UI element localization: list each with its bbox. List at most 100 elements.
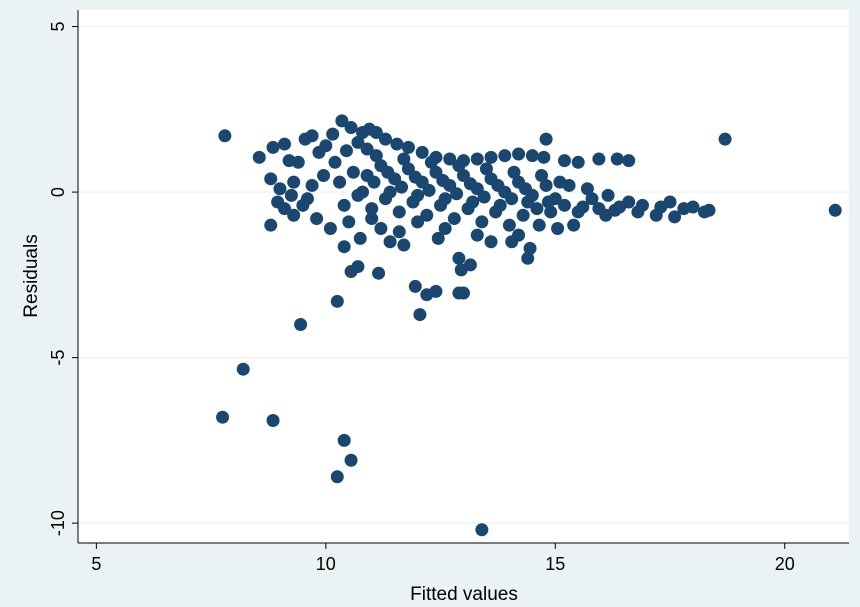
data-point bbox=[475, 523, 489, 537]
data-point bbox=[635, 198, 649, 212]
data-point bbox=[378, 132, 392, 146]
data-point bbox=[551, 221, 565, 235]
data-point bbox=[585, 192, 599, 206]
data-point bbox=[317, 169, 331, 183]
data-point bbox=[443, 152, 457, 166]
data-point bbox=[305, 178, 319, 192]
data-point bbox=[264, 218, 278, 232]
data-point bbox=[296, 198, 310, 212]
data-point bbox=[392, 225, 406, 239]
data-point bbox=[392, 205, 406, 219]
data-point bbox=[353, 231, 367, 245]
data-point bbox=[372, 266, 386, 280]
data-point bbox=[351, 135, 365, 149]
data-point bbox=[512, 228, 526, 242]
data-point bbox=[422, 183, 436, 197]
data-point bbox=[367, 175, 381, 189]
data-point bbox=[337, 198, 351, 212]
data-point bbox=[686, 200, 700, 214]
data-point bbox=[553, 175, 567, 189]
data-point bbox=[491, 178, 505, 192]
data-point bbox=[236, 362, 250, 376]
data-point bbox=[567, 218, 581, 232]
data-point bbox=[654, 200, 668, 214]
data-point bbox=[592, 152, 606, 166]
data-point bbox=[356, 185, 370, 199]
data-point bbox=[484, 235, 498, 249]
data-point bbox=[512, 147, 526, 161]
data-point bbox=[351, 260, 365, 274]
data-point bbox=[537, 150, 551, 164]
data-point bbox=[523, 241, 537, 255]
data-point bbox=[431, 231, 445, 245]
data-point bbox=[365, 212, 379, 226]
data-point bbox=[342, 215, 356, 229]
data-point bbox=[610, 152, 624, 166]
x-tick-label: 20 bbox=[775, 554, 795, 574]
data-point bbox=[365, 202, 379, 216]
x-axis-title: Fitted values bbox=[410, 584, 518, 605]
data-point bbox=[420, 208, 434, 222]
data-point bbox=[530, 202, 544, 216]
data-point bbox=[369, 149, 383, 163]
data-point bbox=[344, 453, 358, 467]
data-point bbox=[266, 140, 280, 154]
x-tick-label: 10 bbox=[316, 554, 336, 574]
data-point bbox=[697, 205, 711, 219]
data-point bbox=[273, 182, 287, 196]
data-point bbox=[539, 178, 553, 192]
data-point bbox=[548, 192, 562, 206]
data-point bbox=[390, 137, 404, 151]
data-point bbox=[401, 140, 415, 154]
data-point bbox=[599, 208, 613, 222]
data-point bbox=[413, 308, 427, 322]
data-point bbox=[294, 318, 308, 332]
data-point bbox=[339, 144, 353, 158]
data-point bbox=[532, 218, 546, 232]
data-point bbox=[507, 165, 521, 179]
data-point bbox=[557, 198, 571, 212]
data-point bbox=[266, 414, 280, 428]
data-points bbox=[216, 114, 842, 537]
data-point bbox=[479, 162, 493, 176]
grid-lines bbox=[78, 25, 849, 524]
data-point bbox=[516, 208, 530, 222]
x-tick-label: 5 bbox=[91, 554, 101, 574]
data-point bbox=[493, 198, 507, 212]
data-point bbox=[477, 190, 491, 204]
data-point bbox=[395, 180, 409, 194]
data-point bbox=[383, 185, 397, 199]
data-point bbox=[466, 195, 480, 209]
data-point bbox=[828, 203, 842, 217]
data-point bbox=[718, 132, 732, 146]
data-point bbox=[381, 165, 395, 179]
data-point bbox=[374, 221, 388, 235]
data-point bbox=[337, 433, 351, 447]
data-point bbox=[278, 202, 292, 216]
data-point bbox=[326, 127, 340, 141]
data-point bbox=[319, 139, 333, 153]
data-point bbox=[429, 284, 443, 298]
data-point bbox=[291, 155, 305, 169]
data-point bbox=[284, 188, 298, 202]
data-point bbox=[411, 188, 425, 202]
plot-area bbox=[78, 10, 849, 543]
data-point bbox=[557, 154, 571, 168]
data-point bbox=[535, 169, 549, 183]
y-tick-label: -5 bbox=[48, 350, 68, 366]
data-point bbox=[525, 149, 539, 163]
data-point bbox=[518, 182, 532, 196]
data-point bbox=[397, 238, 411, 252]
data-point bbox=[287, 208, 301, 222]
data-point bbox=[457, 286, 470, 300]
data-point bbox=[411, 215, 425, 229]
data-point bbox=[424, 155, 438, 169]
data-point bbox=[218, 129, 232, 143]
data-point bbox=[447, 212, 461, 226]
data-point bbox=[337, 240, 351, 254]
data-point bbox=[344, 121, 358, 135]
data-point bbox=[601, 188, 615, 202]
y-tick-label: 0 bbox=[48, 187, 68, 197]
y-axis-title: Residuals bbox=[21, 234, 42, 317]
